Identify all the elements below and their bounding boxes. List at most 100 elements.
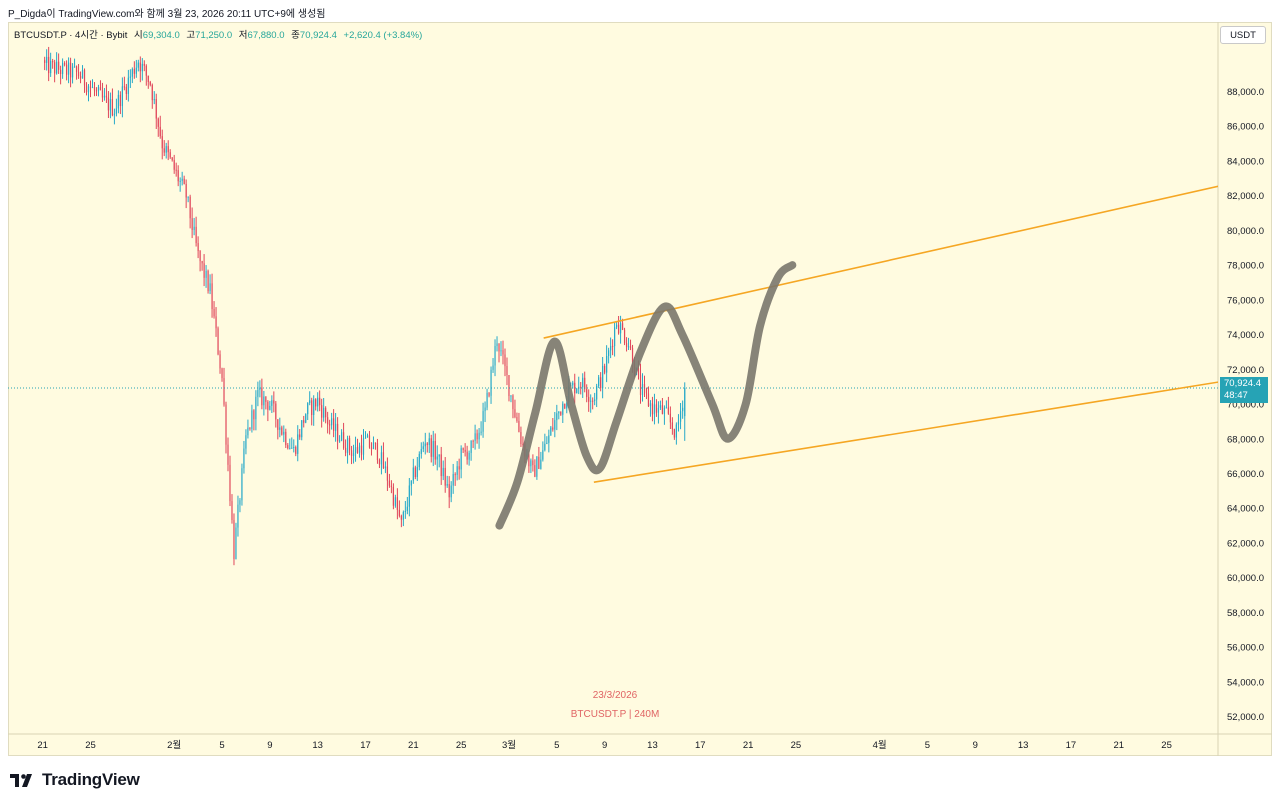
- candle-body: [478, 432, 480, 440]
- candle-body: [211, 283, 213, 310]
- candle-body: [243, 448, 245, 469]
- candle-body: [111, 99, 114, 116]
- candle-body: [287, 445, 289, 449]
- candle-body: [137, 62, 139, 68]
- candle-body: [317, 397, 319, 407]
- candle-body: [69, 62, 72, 78]
- channel-upper-line: [543, 185, 1218, 339]
- candle-body: [560, 411, 562, 415]
- candle-body: [388, 480, 391, 486]
- candle-body: [101, 90, 104, 98]
- symbol-label[interactable]: BTCUSDT.P · 4시간 · Bybit: [14, 30, 128, 41]
- y-tick-label: 54,000.0: [1227, 677, 1264, 688]
- y-tick-label: 64,000.0: [1227, 504, 1264, 515]
- candle-body: [623, 329, 626, 344]
- candle-body: [313, 399, 315, 416]
- candle-body: [412, 467, 414, 481]
- candle-body: [85, 85, 88, 93]
- candle-body: [514, 409, 516, 418]
- x-tick-label: 9: [973, 740, 978, 751]
- candle-body: [344, 447, 347, 453]
- candle-body: [169, 152, 171, 158]
- candle-body: [115, 108, 118, 114]
- top-caption-bar: P_Digda이 TradingView.com와 함께 3월 23, 2026…: [0, 0, 1280, 22]
- candle-body: [141, 63, 143, 72]
- candle-body: [77, 71, 80, 77]
- candle-body: [241, 468, 243, 501]
- candle-body: [175, 169, 177, 171]
- candle-body: [56, 61, 58, 74]
- candle-body: [538, 456, 540, 469]
- candle-body: [335, 423, 337, 431]
- candle-body: [639, 374, 642, 395]
- candle-body: [452, 474, 454, 486]
- candle-body: [594, 399, 596, 401]
- candle-body: [494, 346, 496, 366]
- candle-body: [645, 388, 648, 394]
- candle-body: [358, 445, 361, 453]
- candle-body: [615, 324, 618, 328]
- low-value: 67,880.0: [247, 30, 285, 41]
- candle-body: [655, 404, 658, 413]
- candle-body: [319, 397, 321, 406]
- candle-body: [434, 440, 436, 460]
- candle-body: [75, 66, 78, 72]
- candle-body: [468, 452, 470, 460]
- candle-body: [167, 146, 169, 153]
- candle-body: [404, 511, 406, 513]
- candle-body: [364, 437, 367, 439]
- x-tick-label: 3월: [502, 739, 516, 751]
- candle-body: [602, 365, 604, 388]
- y-tick-label: 74,000.0: [1227, 330, 1264, 341]
- x-tick-label: 4월: [873, 739, 887, 751]
- candle-body: [520, 432, 522, 445]
- tradingview-brand[interactable]: TradingView: [10, 770, 140, 790]
- candle-body: [550, 427, 552, 436]
- candle-body: [249, 427, 251, 429]
- candle-body: [79, 76, 82, 79]
- y-tick-label: 66,000.0: [1227, 469, 1264, 480]
- currency-button[interactable]: USDT: [1220, 26, 1266, 44]
- candle-body: [612, 345, 614, 347]
- candle-body: [584, 377, 586, 390]
- candle-body: [566, 402, 568, 409]
- candle-body: [131, 68, 133, 77]
- candle-body: [71, 66, 74, 78]
- candle-body: [536, 456, 538, 477]
- candle-body: [205, 270, 207, 278]
- candle-body: [338, 440, 341, 442]
- candle-body: [277, 419, 279, 430]
- candle-body: [422, 446, 424, 450]
- last-price-value: 70,924.4: [1224, 378, 1261, 389]
- candle-body: [436, 456, 438, 460]
- x-tick-label: 25: [1161, 740, 1172, 751]
- price-chart[interactable]: 52,000.0 54,000.0 56,000.0 58,000.0 60,000.0…: [8, 22, 1272, 756]
- candle-body: [99, 87, 102, 91]
- candle-body: [219, 354, 221, 369]
- candle-body: [657, 407, 660, 413]
- candle-body: [315, 399, 317, 407]
- candle-body: [370, 447, 373, 450]
- tradingview-logo-icon: [10, 774, 32, 787]
- candle-body: [544, 443, 546, 451]
- candle-body: [52, 61, 54, 63]
- candle-body: [107, 97, 110, 111]
- candle-body: [440, 454, 442, 477]
- candle-body: [534, 465, 536, 477]
- candle-body: [625, 343, 628, 347]
- candle-body: [574, 382, 576, 394]
- x-tick-label: 5: [554, 740, 559, 751]
- candle-body: [596, 386, 598, 400]
- candle-body: [149, 81, 151, 85]
- candle-body: [586, 389, 588, 397]
- x-tick-label: 25: [456, 740, 467, 751]
- candle-body: [163, 148, 165, 153]
- candle-body: [488, 392, 490, 396]
- candle-body: [181, 178, 183, 181]
- candle-body: [257, 389, 259, 397]
- candle-body: [454, 474, 456, 476]
- candle-body: [482, 411, 484, 432]
- close-label: 종: [291, 30, 300, 41]
- candle-body: [285, 431, 287, 446]
- candle-body: [470, 440, 472, 453]
